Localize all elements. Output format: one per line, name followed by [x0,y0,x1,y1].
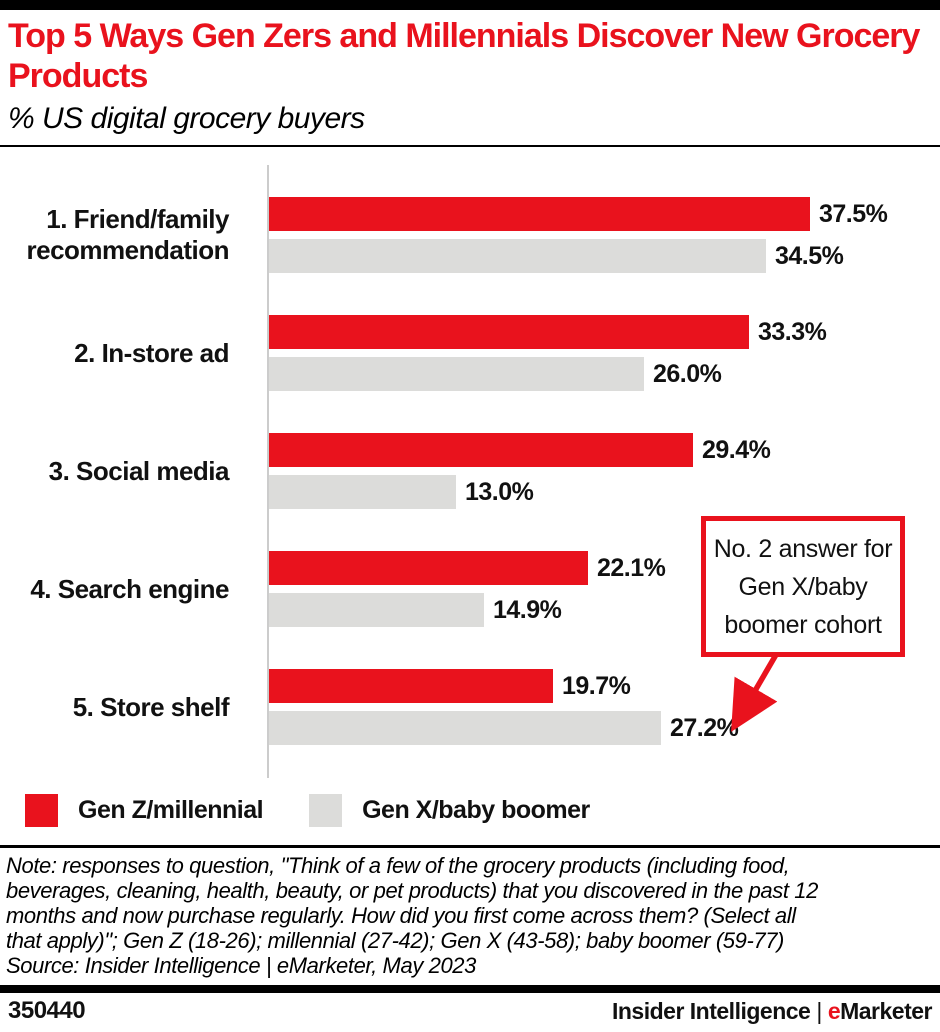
annotation-callout-box: No. 2 answer for Gen X/baby boomer cohort [701,516,905,657]
category-bars: 22.1% 14.9% [269,551,666,627]
value-label: 19.7% [562,671,631,700]
note-divider [0,845,940,848]
category-label: 5. Store shelf [72,691,230,722]
category-label: 2. In-store ad [74,337,229,368]
brand-emarketer-e: e [827,997,841,1024]
chart-row: 3. Social media 29.4% 13.0% [0,433,940,509]
footnote-line: that apply)"; Gen Z (18-26); millennial … [6,928,784,953]
brand-emarketer-rest: Marketer [840,997,932,1024]
chart-rows: 1. Friend/family recommendation 37.5% 34.5… [0,197,940,745]
brand-insider-intelligence: Insider Intelligence [611,997,811,1024]
bar-gen-z-millennial [269,551,588,585]
bar-gen-z-millennial [269,197,810,231]
chart-row: 4. Search engine 22.1% 14.9% [0,551,940,627]
bar-gen-z-millennial [269,669,553,703]
footnote-line: months and now purchase regularly. How d… [6,903,796,928]
footnote: Note: responses to question, "Think of a… [0,853,940,978]
bar-chart: 1. Friend/family recommendation 37.5% 34.5… [0,165,940,778]
legend-swatch-genx [309,794,343,827]
category-label: 1. Friend/family recommendation [26,204,230,265]
category-bars: 33.3% 26.0% [269,315,827,391]
value-label: 26.0% [653,359,722,388]
page-title: Top 5 Ways Gen Zers and Millennials Disc… [8,17,920,95]
footer: 350440 Insider Intelligence | eMarketer [0,997,940,1025]
bar-line: 27.2% [269,711,739,745]
bar-line: 29.4% [269,433,771,467]
value-label: 27.2% [670,713,739,742]
chart-row: 1. Friend/family recommendation 37.5% 34.5… [0,197,940,273]
legend-label-genx: Gen X/baby boomer [362,796,590,824]
brand-logo: Insider Intelligence | eMarketer [611,997,933,1025]
value-label: 13.0% [465,477,534,506]
bar-gen-x-baby-boomer [269,475,456,509]
footnote-line: beverages, cleaning, health, beauty, or … [6,878,818,903]
chart-row: 5. Store shelf 19.7% 27.2% [0,669,940,745]
brand-separator: | [816,997,822,1024]
bar-line: 19.7% [269,669,738,703]
bar-gen-z-millennial [269,433,693,467]
value-label: 14.9% [493,595,562,624]
annotation-arrow-icon [731,651,780,732]
bar-line: 13.0% [269,475,770,509]
header: Top 5 Ways Gen Zers and Millennials Disc… [0,10,940,137]
bar-gen-x-baby-boomer [269,357,644,391]
value-label: 33.3% [758,317,827,346]
top-black-bar [0,0,940,10]
value-label: 34.5% [775,241,844,270]
category-label: 4. Search engine [30,573,229,604]
legend-label-genz: Gen Z/millennial [78,796,264,824]
bar-line: 26.0% [269,357,826,391]
annotation-line: Gen X/baby [738,572,868,601]
y-axis-line [267,165,269,778]
bar-line: 33.3% [269,315,827,349]
footnote-line: Note: responses to question, "Think of a… [6,853,790,878]
bar-gen-x-baby-boomer [269,593,484,627]
value-label: 37.5% [819,199,888,228]
chart-id: 350440 [8,997,86,1024]
bar-gen-x-baby-boomer [269,239,766,273]
source-line: Source: Insider Intelligence | eMarketer… [6,953,476,978]
legend-swatch-genz [25,794,58,827]
chart-row: 2. In-store ad 33.3% 26.0% [0,315,940,391]
bar-line: 22.1% [269,551,666,585]
annotation-line: No. 2 answer for [713,534,893,563]
bar-line: 37.5% [269,197,888,231]
category-label: 3. Social media [48,455,230,486]
footer-black-bar [0,985,940,993]
bar-gen-z-millennial [269,315,749,349]
header-divider [0,145,940,147]
page-subtitle: % US digital grocery buyers [8,102,365,135]
value-label: 29.4% [702,435,771,464]
category-bars: 29.4% 13.0% [269,433,771,509]
category-bars: 19.7% 27.2% [269,669,739,745]
bar-line: 14.9% [269,593,665,627]
legend: Gen Z/millennial Gen X/baby boomer [25,794,590,827]
value-label: 22.1% [597,553,666,582]
annotation-line: boomer cohort [724,610,882,639]
bar-line: 34.5% [269,239,887,273]
bar-gen-x-baby-boomer [269,711,661,745]
category-bars: 37.5% 34.5% [269,197,888,273]
